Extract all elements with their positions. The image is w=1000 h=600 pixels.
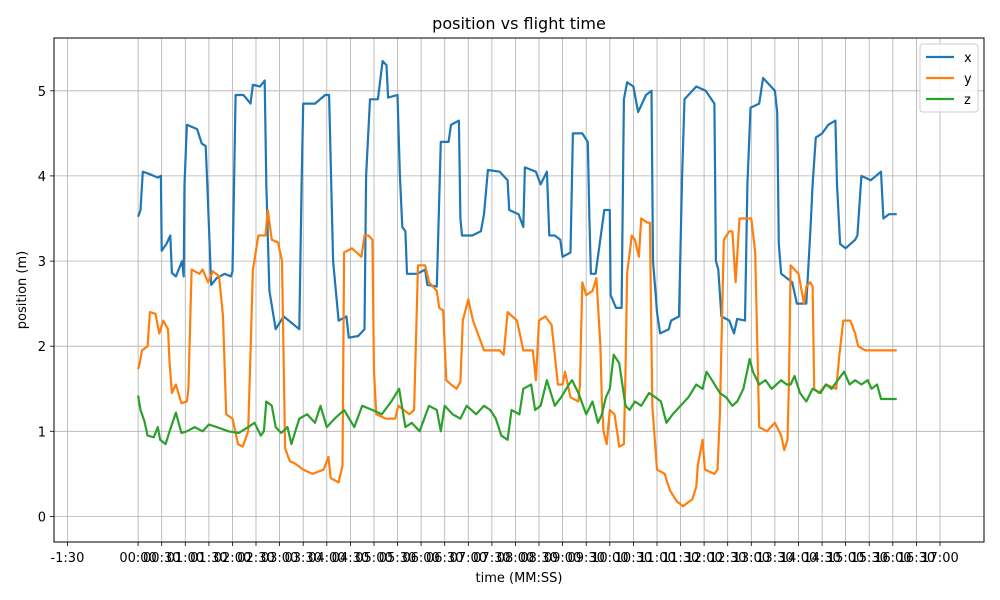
x-tick-label: 04:00 — [308, 551, 345, 566]
x-tick-label: 00:30 — [143, 551, 180, 566]
x-tick-label: 07:00 — [450, 551, 487, 566]
legend-label-z: z — [964, 93, 971, 108]
x-tick-label: 15:00 — [827, 551, 864, 566]
x-tick-label: -1:30 — [50, 551, 84, 566]
y-tick-label: 1 — [38, 425, 46, 440]
x-tick-label: 15:30 — [850, 551, 887, 566]
series-layer — [137, 59, 897, 508]
x-tick-label: 05:30 — [379, 551, 416, 566]
x-tick-label: 02:00 — [214, 551, 251, 566]
x-tick-label: 16:30 — [898, 551, 935, 566]
y-tick-label: 2 — [38, 340, 46, 355]
series-x-line — [137, 59, 897, 339]
y-axis: 0 1 2 3 4 5 — [38, 85, 54, 526]
y-tick-label: 5 — [38, 85, 46, 100]
x-tick-label: 01:30 — [190, 551, 227, 566]
y-axis-label: position (m) — [15, 251, 30, 329]
x-tick-label: 08:00 — [497, 551, 534, 566]
x-tick-label: 14:00 — [780, 551, 817, 566]
x-tick-label: 13:30 — [756, 551, 793, 566]
x-tick-label: 10:00 — [591, 551, 628, 566]
x-tick-label: 12:00 — [685, 551, 722, 566]
y-tick-label: 0 — [38, 511, 46, 526]
x-tick-label: 09:00 — [544, 551, 581, 566]
x-tick-label: 00:00 — [119, 551, 156, 566]
legend-label-y: y — [964, 72, 972, 87]
x-tick-label: 09:30 — [567, 551, 604, 566]
x-tick-label: 02:30 — [237, 551, 274, 566]
legend: xyz — [919, 43, 979, 113]
x-tick-label: 07:30 — [473, 551, 510, 566]
x-axis-label: time (MM:SS) — [476, 571, 563, 586]
plot-frame — [53, 37, 985, 543]
x-tick-label: 06:00 — [402, 551, 439, 566]
x-tick-label: 13:00 — [733, 551, 770, 566]
series-z-line — [137, 353, 897, 446]
x-tick-label: 10:30 — [615, 551, 652, 566]
x-tick-label: 05:00 — [355, 551, 392, 566]
x-axis: -1:30 00:0000:3001:0001:3002:0002:3003:00… — [50, 542, 959, 566]
x-tick-label: 06:30 — [426, 551, 463, 566]
x-tick-label: 11:00 — [638, 551, 675, 566]
y-tick-label: 4 — [38, 170, 46, 185]
x-tick-label: 04:30 — [332, 551, 369, 566]
x-tick-label: 11:30 — [662, 551, 699, 566]
x-tick-label: 03:30 — [284, 551, 321, 566]
y-tick-label: 3 — [38, 255, 46, 270]
x-tick-label: 03:00 — [261, 551, 298, 566]
x-tick-label: 14:30 — [803, 551, 840, 566]
x-tick-label: 17:00 — [921, 551, 958, 566]
x-tick-label: 01:00 — [167, 551, 204, 566]
series-y-line — [137, 208, 897, 508]
chart-title: position vs flight time — [432, 14, 606, 33]
legend-label-x: x — [964, 51, 972, 66]
x-tick-label: 08:30 — [520, 551, 557, 566]
x-tick-label: 16:00 — [874, 551, 911, 566]
x-tick-label: 12:30 — [709, 551, 746, 566]
